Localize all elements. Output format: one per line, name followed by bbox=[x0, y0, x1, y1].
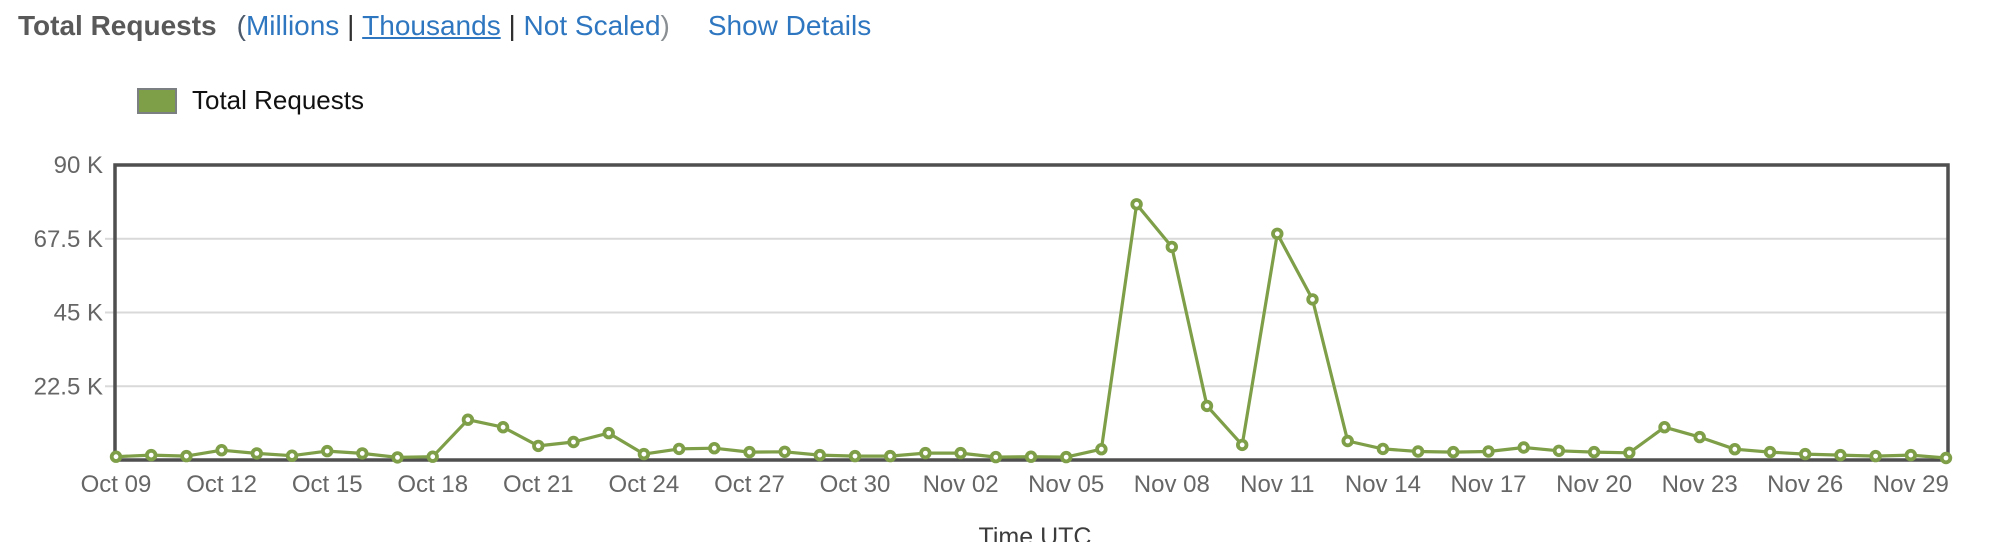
svg-text:Nov 23: Nov 23 bbox=[1662, 471, 1738, 498]
svg-text:Oct 21: Oct 21 bbox=[503, 471, 574, 498]
svg-text:45 K: 45 K bbox=[54, 300, 103, 327]
svg-text:Oct 27: Oct 27 bbox=[714, 471, 785, 498]
chart-header: Total Requests ( Millions | Thousands | … bbox=[18, 10, 871, 42]
show-details-link[interactable]: Show Details bbox=[707, 10, 872, 41]
svg-text:Nov 05: Nov 05 bbox=[1028, 471, 1104, 498]
svg-text:90 K: 90 K bbox=[54, 152, 103, 179]
svg-text:Nov 14: Nov 14 bbox=[1345, 471, 1421, 498]
scale-option-thousands[interactable]: Thousands bbox=[362, 10, 501, 41]
svg-text:Oct 18: Oct 18 bbox=[397, 471, 468, 498]
svg-text:Nov 11: Nov 11 bbox=[1240, 471, 1314, 498]
svg-text:Oct 15: Oct 15 bbox=[292, 471, 363, 498]
svg-text:Oct 12: Oct 12 bbox=[186, 471, 257, 498]
svg-text:22.5 K: 22.5 K bbox=[34, 373, 103, 400]
scale-paren-open: ( bbox=[236, 10, 246, 41]
svg-text:Nov 08: Nov 08 bbox=[1134, 471, 1210, 498]
chart-legend: Total Requests bbox=[137, 85, 364, 116]
svg-text:Nov 02: Nov 02 bbox=[923, 471, 999, 498]
svg-text:67.5 K: 67.5 K bbox=[34, 226, 103, 253]
scale-option-not-scaled[interactable]: Not Scaled bbox=[523, 10, 661, 41]
svg-text:Nov 29: Nov 29 bbox=[1873, 471, 1949, 498]
chart-title: Total Requests bbox=[18, 10, 217, 41]
svg-text:Oct 09: Oct 09 bbox=[81, 471, 152, 498]
scale-separator-2: | bbox=[508, 10, 516, 41]
svg-text:Oct 30: Oct 30 bbox=[820, 471, 891, 498]
svg-text:Oct 24: Oct 24 bbox=[609, 471, 680, 498]
legend-swatch bbox=[137, 87, 177, 114]
x-axis-title: Time UTC bbox=[978, 523, 1092, 542]
scale-option-millions[interactable]: Millions bbox=[245, 10, 340, 41]
scale-separator-1: | bbox=[347, 10, 355, 41]
scale-paren-close: ) bbox=[660, 10, 670, 41]
legend-label: Total Requests bbox=[192, 85, 364, 115]
svg-text:Nov 20: Nov 20 bbox=[1556, 471, 1632, 498]
svg-text:Nov 26: Nov 26 bbox=[1767, 471, 1843, 498]
svg-text:Nov 17: Nov 17 bbox=[1450, 471, 1526, 498]
